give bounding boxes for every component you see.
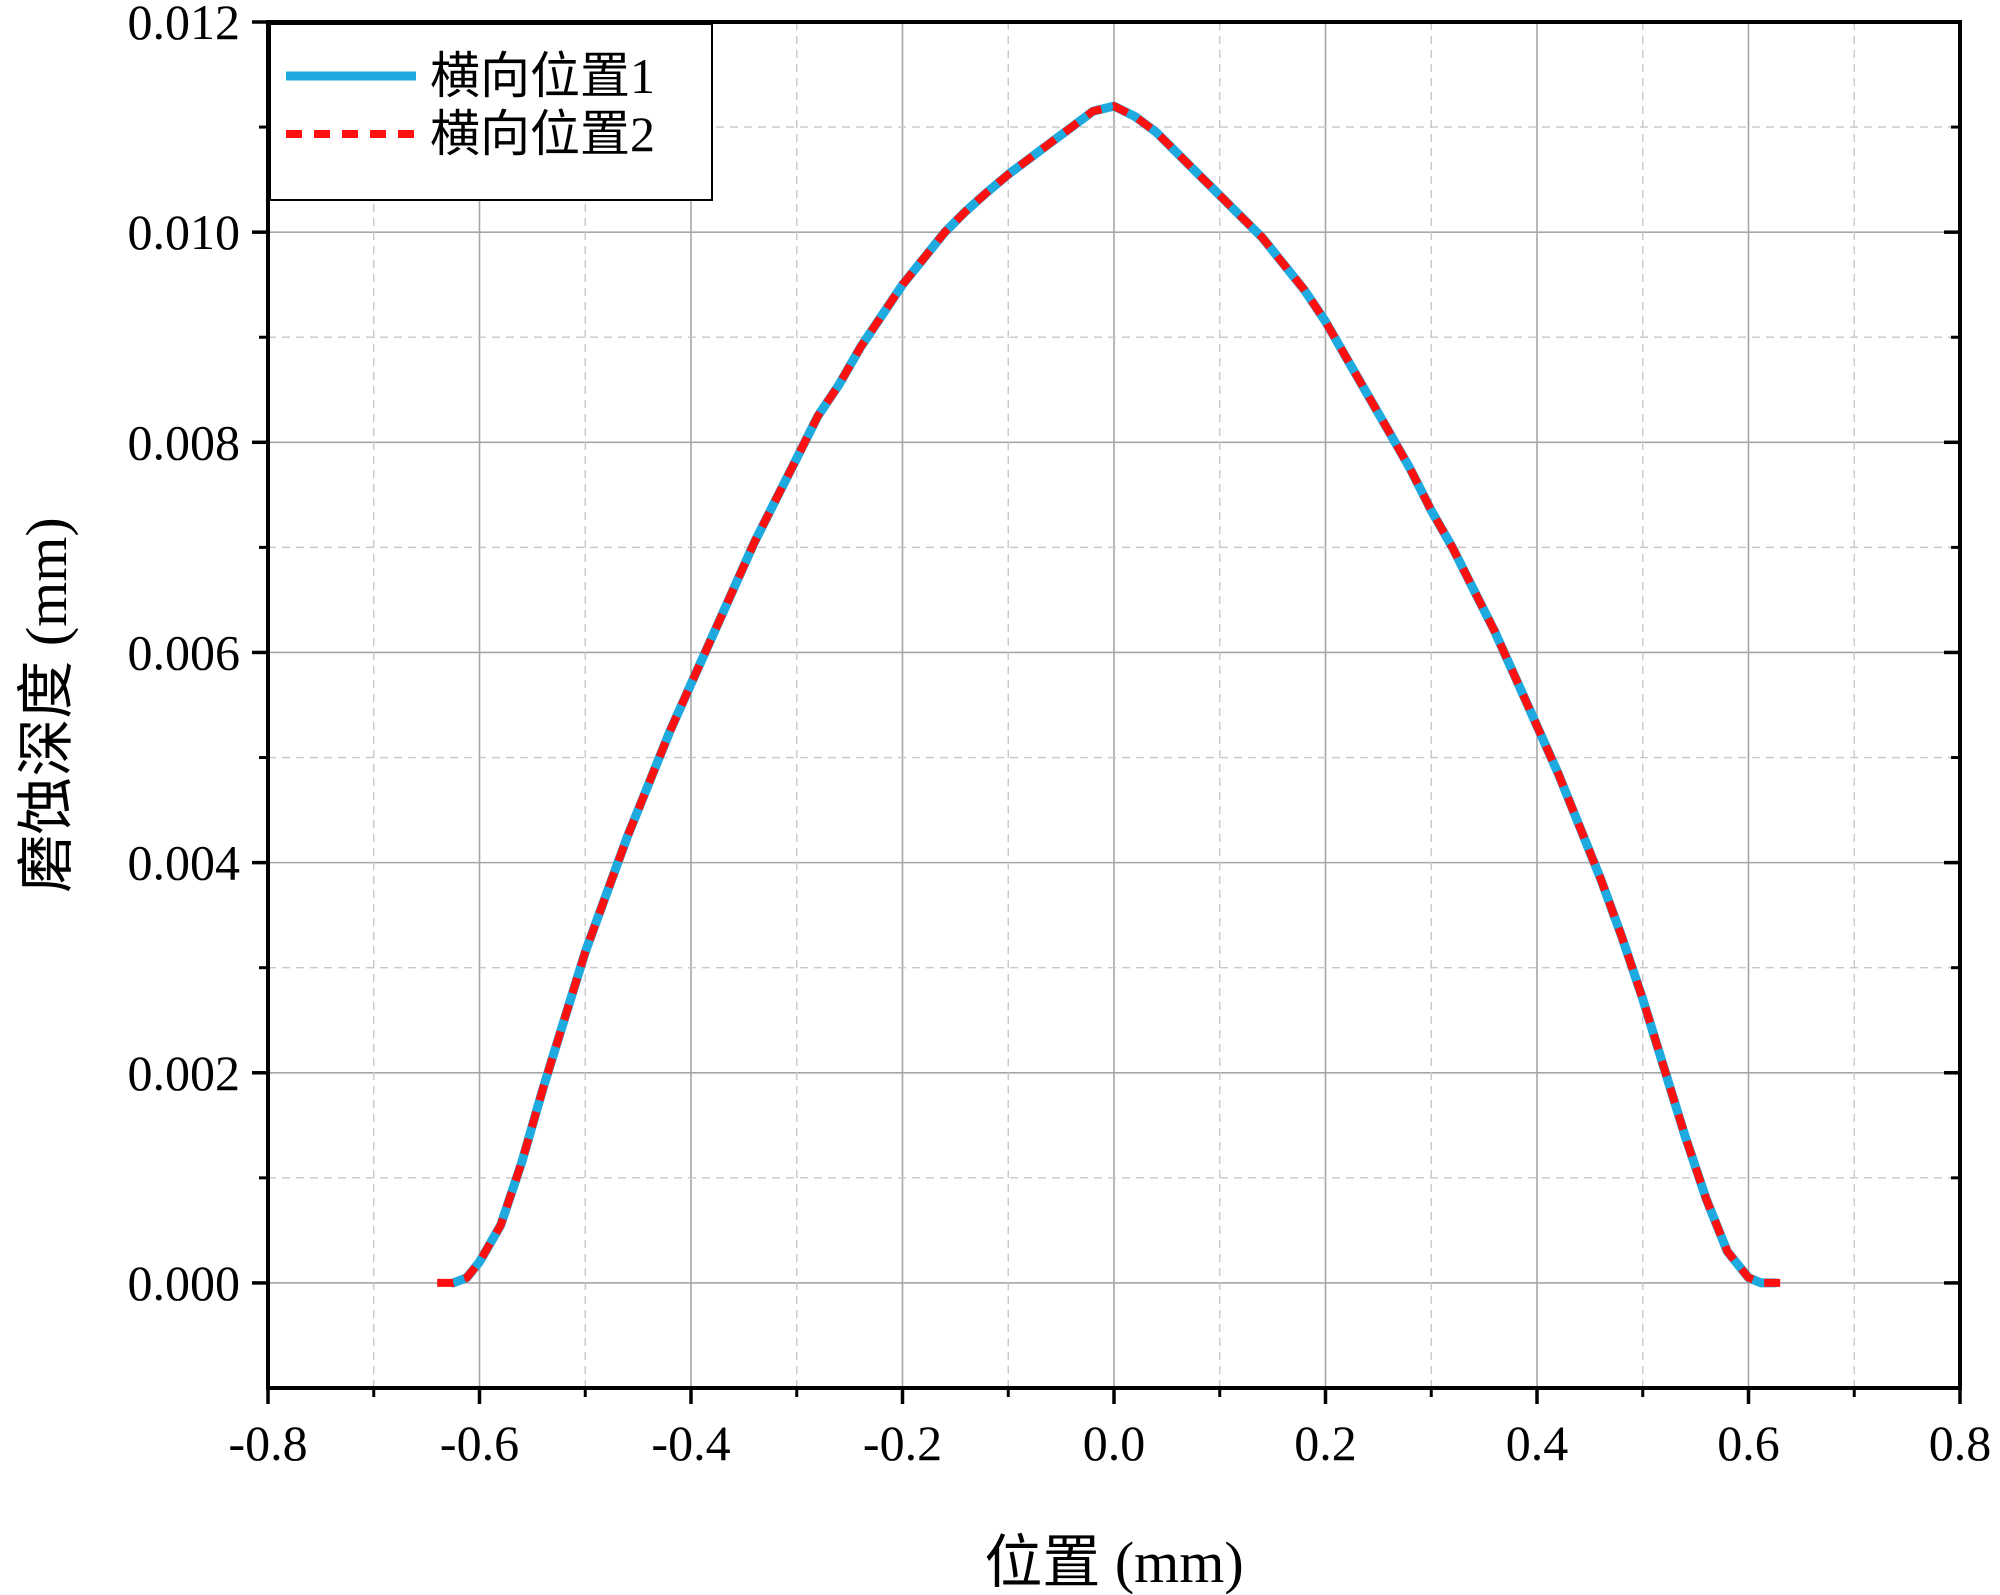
legend-box xyxy=(269,23,713,201)
series-line-2 xyxy=(437,102,1791,1287)
y-tick-label: 0.000 xyxy=(128,1255,241,1311)
x-tick-label: -0.4 xyxy=(651,1415,730,1471)
x-tick-label: -0.2 xyxy=(863,1415,942,1471)
y-tick-label: 0.010 xyxy=(128,204,241,260)
legend-label-1: 横向位置1 xyxy=(430,48,655,104)
x-tick-label: 0.2 xyxy=(1294,1415,1357,1471)
y-tick-label: 0.004 xyxy=(128,835,241,891)
y-tick-label: 0.002 xyxy=(128,1045,241,1101)
axis-ticks: -0.8 -0.6 -0.4 -0.2 0.0 0.2 0.4 0.6 0.8 0.000 0.00… xyxy=(128,0,1992,1471)
x-tick-label: 0.6 xyxy=(1717,1415,1780,1471)
series-lines xyxy=(437,101,1791,1288)
x-tick-label: -0.6 xyxy=(440,1415,519,1471)
x-tick-label: 0.8 xyxy=(1929,1415,1992,1471)
x-tick-label: -0.8 xyxy=(228,1415,307,1471)
y-axis-title: 磨蚀深度 (mm) xyxy=(14,517,79,892)
x-tick-label: 0.4 xyxy=(1506,1415,1569,1471)
legend-label-2: 横向位置2 xyxy=(430,106,655,162)
y-tick-label: 0.012 xyxy=(128,0,241,50)
y-tick-label: 0.008 xyxy=(128,414,241,470)
x-axis-title: 位置 (mm) xyxy=(984,1530,1243,1595)
x-tick-label: 0.0 xyxy=(1083,1415,1146,1471)
y-tick-label: 0.006 xyxy=(128,624,241,680)
